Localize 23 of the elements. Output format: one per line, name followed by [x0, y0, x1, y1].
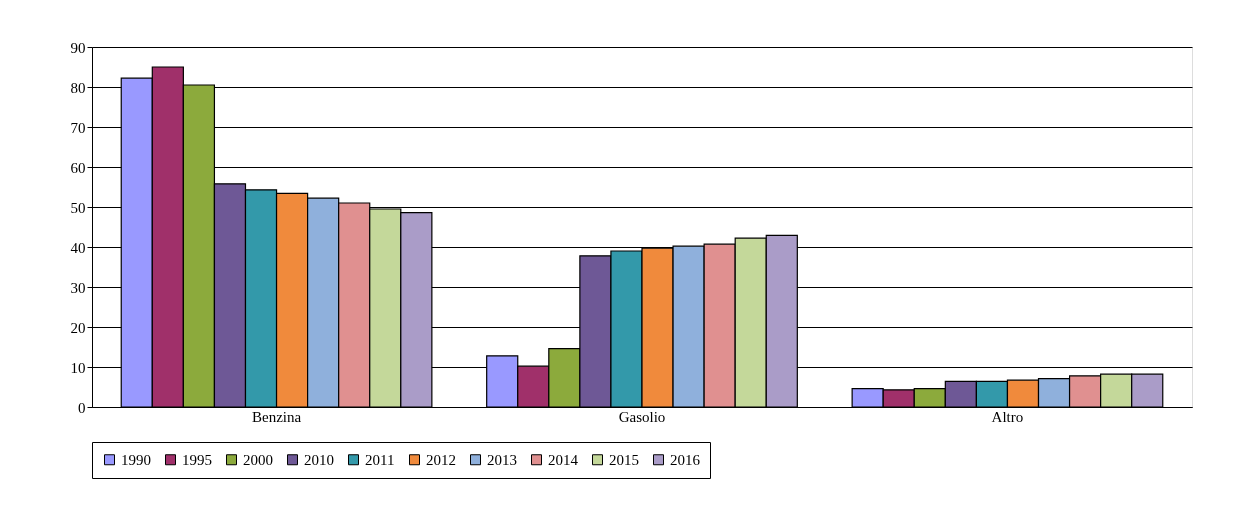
legend-label: 2000 [243, 451, 273, 468]
y-tick-label: 60 [70, 159, 86, 176]
legend-label: 1995 [182, 451, 212, 468]
y-tick-label: 40 [70, 239, 86, 256]
y-tick-label: 50 [70, 199, 86, 216]
legend-label: 1990 [121, 451, 151, 468]
y-tick-label: 80 [70, 79, 86, 96]
y-tick-label: 0 [78, 399, 86, 416]
y-tick-label: 30 [70, 279, 86, 296]
legend-label: 2013 [487, 451, 517, 468]
y-tick-label: 20 [70, 319, 86, 336]
y-tick-label: 10 [70, 359, 86, 376]
y-tick-label: 70 [70, 119, 86, 136]
y-tick-label: 90 [70, 39, 86, 56]
legend-label: 2011 [365, 451, 395, 468]
legend-label: 2015 [609, 451, 639, 468]
legend-label: 2014 [548, 451, 579, 468]
legend-label: 2016 [670, 451, 701, 468]
legend-label: 2012 [426, 451, 456, 468]
x-tick-label: Altro [991, 408, 1024, 425]
x-tick-label: Gasolio [618, 408, 666, 425]
x-tick-label: Benzina [251, 408, 302, 425]
legend-label: 2010 [304, 451, 334, 468]
